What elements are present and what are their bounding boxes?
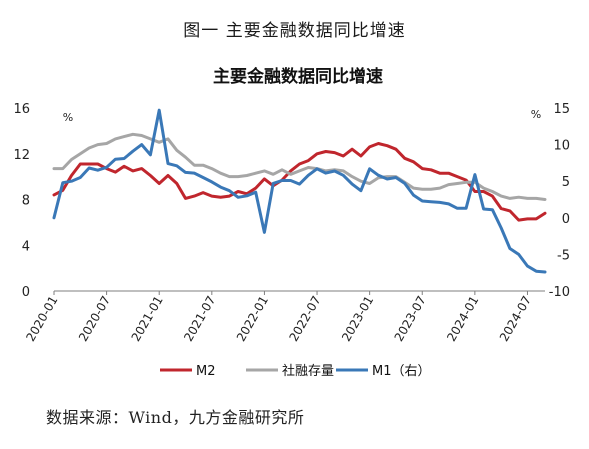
m2-line bbox=[52, 142, 547, 222]
social-financing-line bbox=[52, 132, 547, 201]
x-axis-tick-label: 2024-01 bbox=[444, 294, 481, 344]
left-axis-tick-label: 8 bbox=[22, 194, 30, 209]
right-axis-tick-label: 0 bbox=[562, 212, 570, 227]
x-axis-tick-label: 2022-07 bbox=[286, 294, 323, 344]
left-axis-unit: % bbox=[63, 111, 73, 124]
legend-label-m1: M1（右） bbox=[372, 364, 431, 379]
x-axis-tick-label: 2020-07 bbox=[76, 294, 113, 344]
right-axis-tick-label: 10 bbox=[553, 139, 570, 154]
x-axis-tick-label: 2023-07 bbox=[392, 294, 429, 344]
x-axis-tick-label: 2021-07 bbox=[181, 294, 218, 344]
m1-line bbox=[52, 108, 547, 274]
x-axis-tick-label: 2021-01 bbox=[129, 294, 166, 344]
right-axis-tick-label: -5 bbox=[557, 248, 570, 263]
left-axis-tick-label: 0 bbox=[22, 285, 30, 300]
x-axis-tick-label: 2023-01 bbox=[339, 294, 376, 344]
left-axis-tick-label: 16 bbox=[13, 102, 30, 117]
right-axis-tick-label: 5 bbox=[562, 175, 570, 190]
figure-caption: 图一 主要金融数据同比增速 bbox=[183, 21, 406, 41]
left-axis-tick-label: 4 bbox=[22, 239, 30, 254]
chart-legend: M2 社融存量 M1（右） bbox=[160, 363, 431, 379]
source-note: 数据来源：Wind，九方金融研究所 bbox=[46, 408, 305, 427]
right-axis-tick-label: -10 bbox=[549, 285, 570, 300]
right-axis-tick-label: 15 bbox=[553, 102, 570, 117]
legend-label-m2: M2 bbox=[196, 364, 216, 379]
right-axis-unit: % bbox=[531, 108, 541, 121]
left-axis-tick-label: 12 bbox=[13, 148, 30, 163]
chart-axes: 0 4 8 12 16% -10 -5 0 5 10 15% 2020-01 2020-07 2021-0… bbox=[13, 102, 570, 344]
x-axis-tick-label: 2024-07 bbox=[497, 294, 534, 344]
x-axis-tick-label: 2020-01 bbox=[23, 294, 60, 344]
chart-series bbox=[52, 108, 547, 274]
x-axis-tick-label: 2022-01 bbox=[234, 294, 271, 344]
legend-label-social-financing: 社融存量 bbox=[282, 363, 334, 379]
chart-title: 主要金融数据同比增速 bbox=[213, 66, 383, 87]
